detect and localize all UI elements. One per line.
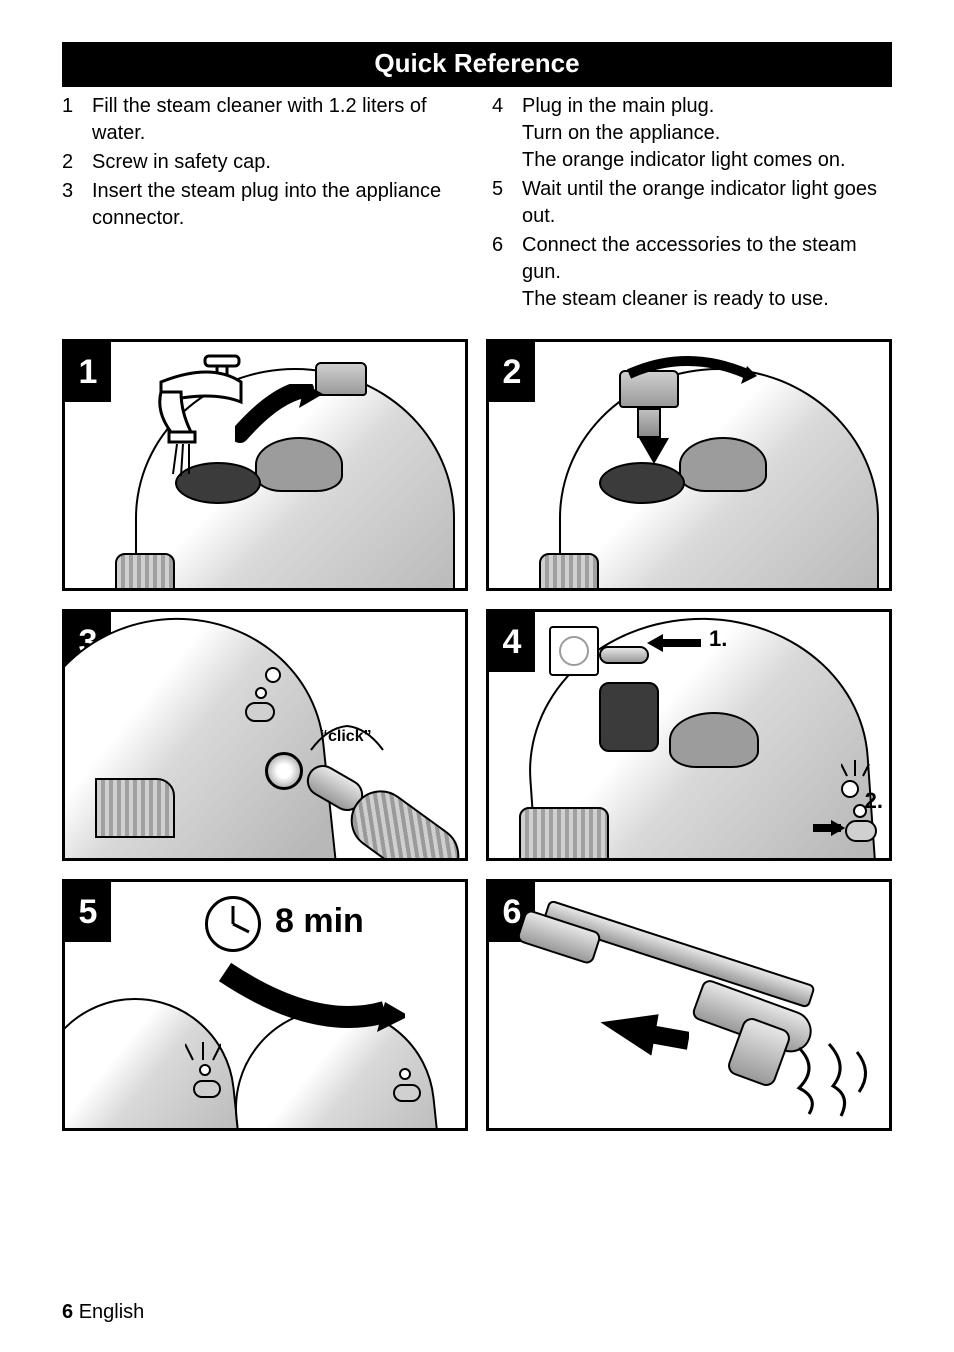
step-text: Insert the steam plug into the appliance…: [92, 178, 462, 232]
light-ray-icon: [185, 1042, 221, 1062]
step-3: 3 Insert the steam plug into the applian…: [62, 178, 462, 232]
substep-2-label: 2.: [865, 788, 883, 814]
step-text: Wait until the orange indicator light go…: [522, 176, 892, 230]
arrow-icon: [235, 384, 325, 444]
step-text: Fill the steam cleaner with 1.2 liters o…: [92, 93, 462, 147]
figure-2: 2: [486, 339, 892, 591]
step-number: 4: [492, 93, 522, 174]
down-arrow-icon: [639, 438, 669, 468]
page-language: English: [79, 1301, 145, 1323]
figure-number: 4: [489, 612, 535, 672]
step-text: Plug in the main plug. Turn on the appli…: [522, 93, 892, 174]
step-number: 6: [492, 232, 522, 313]
arrow-icon: [805, 818, 845, 838]
clock-hands-icon: [205, 896, 261, 952]
figures-grid: 1 2: [62, 339, 892, 1131]
step-4: 4 Plug in the main plug. Turn on the app…: [492, 93, 892, 174]
step-text: Connect the accessories to the steam gun…: [522, 232, 892, 313]
step-number: 2: [62, 149, 92, 176]
figure-4: 4 1. 2.: [486, 609, 892, 861]
arrow-icon: [647, 628, 707, 658]
arrow-icon: [599, 1012, 689, 1062]
substep-1-label: 1.: [709, 626, 727, 652]
figure-number: 1: [65, 342, 111, 402]
step-2: 2 Screw in safety cap.: [62, 149, 462, 176]
step-number: 3: [62, 178, 92, 232]
step-1: 1 Fill the steam cleaner with 1.2 liters…: [62, 93, 462, 147]
socket-icon: [549, 626, 599, 676]
step-number: 5: [492, 176, 522, 230]
light-ray-icon: [841, 760, 871, 780]
instructions-col-left: 1 Fill the steam cleaner with 1.2 liters…: [62, 93, 462, 315]
rotate-arrow-icon: [617, 354, 757, 394]
transition-arrow-icon: [215, 962, 405, 1042]
instructions-col-right: 4 Plug in the main plug. Turn on the app…: [492, 93, 892, 315]
figure-5: 5 8 min: [62, 879, 468, 1131]
figure-number: 2: [489, 342, 535, 402]
step-6: 6 Connect the accessories to the steam g…: [492, 232, 892, 313]
figure-1: 1: [62, 339, 468, 591]
figure-number: 5: [65, 882, 111, 942]
section-header: Quick Reference: [62, 42, 892, 87]
step-5: 5 Wait until the orange indicator light …: [492, 176, 892, 230]
instructions-block: 1 Fill the steam cleaner with 1.2 liters…: [62, 93, 892, 315]
steam-icon: [789, 1038, 879, 1118]
wait-time-label: 8 min: [275, 902, 364, 941]
page-footer: 6 English: [62, 1301, 144, 1324]
page-number: 6: [62, 1301, 73, 1323]
figure-6: 6: [486, 879, 892, 1131]
step-text: Screw in safety cap.: [92, 149, 462, 176]
click-burst-icon: [307, 720, 387, 760]
step-number: 1: [62, 93, 92, 147]
figure-3: 3 “click”: [62, 609, 468, 861]
